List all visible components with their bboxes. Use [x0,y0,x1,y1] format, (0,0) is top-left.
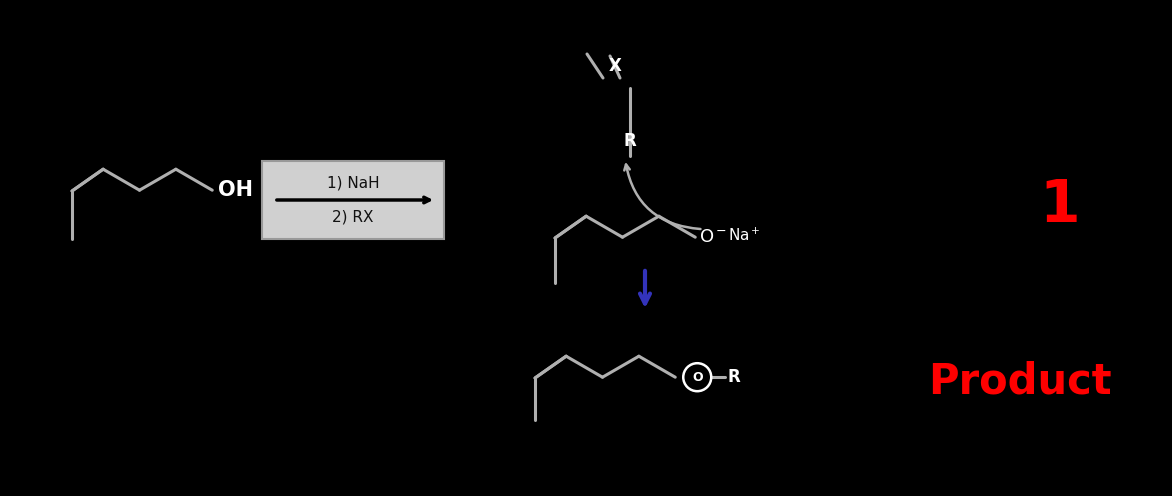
Text: OH: OH [218,180,253,200]
Text: 1) NaH: 1) NaH [327,176,380,190]
Text: O$^-$: O$^-$ [700,228,728,246]
Text: Na$^+$: Na$^+$ [728,227,761,244]
Text: R: R [624,132,636,150]
Text: 1: 1 [1040,178,1081,235]
Text: 2) RX: 2) RX [332,209,374,225]
Text: X: X [608,57,621,75]
Text: R: R [728,368,740,386]
Text: O: O [691,371,702,384]
FancyBboxPatch shape [263,161,444,239]
Text: Product: Product [928,360,1112,402]
